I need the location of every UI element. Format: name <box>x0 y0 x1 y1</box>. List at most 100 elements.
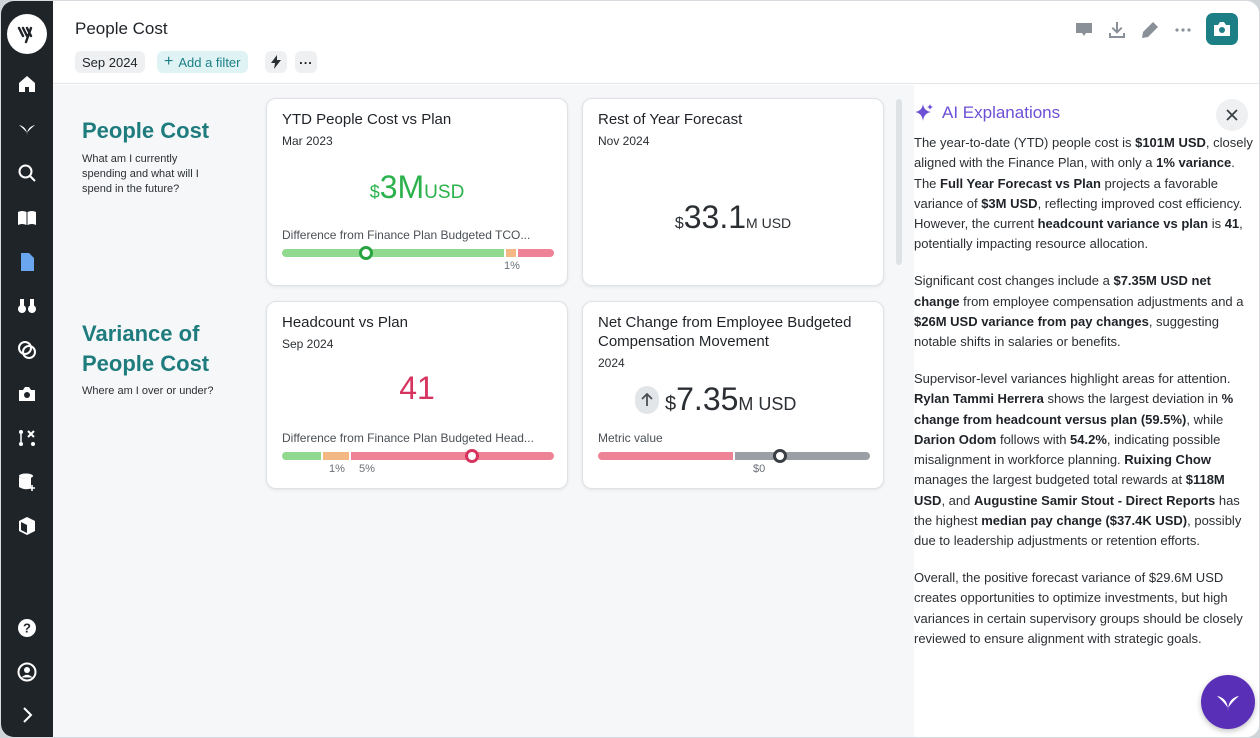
card-title: Net Change from Employee Budgeted Compen… <box>598 314 852 350</box>
add-filter-label: Add a filter <box>178 54 241 70</box>
value-marker <box>773 449 788 463</box>
logo-icon <box>17 26 33 44</box>
ai-explanations-panel: AI Explanations The year-to-date (YTD) p… <box>914 85 1259 737</box>
net-change-card[interactable]: Net Change from Employee Budgeted Compen… <box>582 301 884 489</box>
bar-label: Difference from Finance Plan Budgeted TC… <box>282 228 531 242</box>
assistant-fab-button[interactable] <box>1201 675 1255 729</box>
section-title: People Cost <box>82 118 210 143</box>
sidebar: ? <box>1 1 53 737</box>
forecast-value: $33.1M USD <box>583 199 883 236</box>
add-filter-button[interactable]: + Add a filter <box>157 51 248 73</box>
camera-icon[interactable] <box>1 379 53 409</box>
tick-label: 1% <box>329 463 345 475</box>
negative-segment <box>598 452 733 460</box>
value-number: 33.1 <box>683 199 747 235</box>
lightning-button[interactable] <box>265 51 287 73</box>
metric-bar <box>598 449 870 463</box>
negative-segment <box>351 452 554 460</box>
lightning-icon <box>271 55 281 69</box>
more-options-icon[interactable] <box>1172 19 1194 41</box>
card-date: Sep 2024 <box>282 337 334 351</box>
section-subtitle: Where am I over or under? <box>82 385 214 397</box>
ai-paragraph: Overall, the positive forecast variance … <box>914 570 1243 647</box>
positive-segment <box>282 452 321 460</box>
ytd-cost-card[interactable]: YTD People Cost vs Plan Mar 2023 $3MUSD … <box>266 98 568 286</box>
card-title: Rest of Year Forecast <box>598 111 743 128</box>
plus-icon: + <box>164 53 174 70</box>
card-date: 2024 <box>598 356 625 370</box>
cube-icon[interactable] <box>1 511 53 541</box>
workday-icon[interactable] <box>1 114 53 144</box>
scrollbar[interactable] <box>896 99 902 265</box>
help-icon[interactable]: ? <box>1 613 53 643</box>
value-marker <box>465 449 480 463</box>
report-icon[interactable] <box>1 247 53 277</box>
currency-prefix: $ <box>665 393 677 415</box>
value-unit: USD <box>424 182 465 203</box>
section-title: Variance of People Cost <box>82 321 210 376</box>
headcount-card[interactable]: Headcount vs Plan Sep 2024 41 Difference… <box>266 301 568 489</box>
neutral-segment <box>735 452 870 460</box>
positive-segment <box>282 249 504 257</box>
variance-bar <box>282 449 554 463</box>
close-icon <box>1226 109 1238 121</box>
sparkle-icon <box>915 104 933 121</box>
close-button[interactable] <box>1216 99 1248 131</box>
tick-label: $0 <box>753 463 766 475</box>
net-change-value: $7.35M USD <box>665 381 796 418</box>
variance-bar <box>282 246 554 260</box>
app-logo[interactable] <box>7 14 47 54</box>
database-icon[interactable] <box>1 467 53 497</box>
card-title: Headcount vs Plan <box>282 314 408 331</box>
assistant-logo-icon <box>1217 696 1239 711</box>
ytd-value: $3MUSD <box>267 169 567 206</box>
neutral-segment <box>506 249 516 257</box>
tick-label: 1% <box>504 260 520 272</box>
book-icon[interactable] <box>1 203 53 233</box>
value-unit: M USD <box>746 215 792 231</box>
tick-label: 5% <box>359 463 375 475</box>
forecast-card[interactable]: Rest of Year Forecast Nov 2024 $33.1M US… <box>582 98 884 286</box>
currency-prefix: $ <box>674 215 684 232</box>
download-icon[interactable] <box>1106 19 1128 41</box>
currency-prefix: $ <box>369 182 380 202</box>
search-icon[interactable] <box>1 158 53 188</box>
page-title: People Cost <box>75 19 168 38</box>
ai-header: AI Explanations <box>914 103 1060 123</box>
camera-icon <box>1214 22 1230 36</box>
ai-title: AI Explanations <box>942 103 1061 122</box>
binoculars-icon[interactable] <box>1 291 53 321</box>
ai-explanation-text: The year-to-date (YTD) people cost is $1… <box>914 133 1254 666</box>
bar-label: Difference from Finance Plan Budgeted He… <box>282 431 534 445</box>
ellipsis-icon: ... <box>299 51 313 67</box>
ai-paragraph: The year-to-date (YTD) people cost is $1… <box>914 135 1253 252</box>
main-area: People Cost Sep 2024 + Add a filter ... … <box>53 1 1259 737</box>
network-icon[interactable] <box>1 423 53 453</box>
bar-label: Metric value <box>598 431 663 445</box>
neutral-segment <box>323 452 349 460</box>
expand-icon[interactable] <box>1 700 53 730</box>
snapshot-button[interactable] <box>1206 13 1238 45</box>
top-bar: People Cost Sep 2024 + Add a filter ... <box>53 1 1259 84</box>
up-arrow-icon <box>635 386 659 414</box>
section-subtitle: What am I currently spending and what wi… <box>82 153 199 195</box>
value-number: 7.35 <box>676 381 739 417</box>
card-date: Nov 2024 <box>598 134 650 148</box>
value-marker <box>359 246 374 260</box>
overlap-icon[interactable] <box>1 335 53 365</box>
card-title: YTD People Cost vs Plan <box>282 111 452 128</box>
ai-paragraph: Supervisor-level variances highlight are… <box>914 370 1242 549</box>
date-filter-chip[interactable]: Sep 2024 <box>75 51 145 73</box>
value-unit: M USD <box>738 394 797 414</box>
negative-segment <box>518 249 554 257</box>
edit-icon[interactable] <box>1139 19 1161 41</box>
home-icon[interactable] <box>1 69 53 99</box>
svg-text:?: ? <box>23 621 31 636</box>
profile-icon[interactable] <box>1 657 53 687</box>
presentation-icon[interactable] <box>1073 19 1095 41</box>
more-filters-button[interactable]: ... <box>295 51 317 73</box>
ai-paragraph: Significant cost changes include a $7.35… <box>914 273 1244 350</box>
value-number: 3M <box>379 169 425 205</box>
headcount-value: 41 <box>399 370 435 406</box>
